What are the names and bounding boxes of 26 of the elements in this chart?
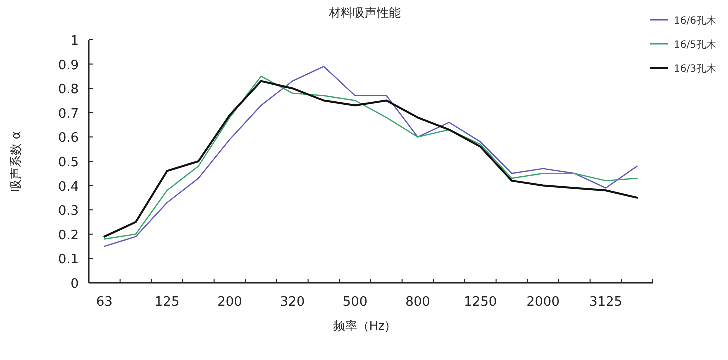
ytick: 1: [70, 34, 79, 49]
x-tick-label: 1250: [464, 295, 498, 310]
ytick: 0.9: [58, 58, 79, 74]
ytick: 0.3: [58, 204, 79, 220]
ytick: 0.4: [58, 180, 79, 195]
chart-title: 材料吸声性能: [328, 6, 401, 20]
x-tick-label: 500: [342, 295, 368, 310]
ytick: 0.6: [58, 131, 79, 146]
ytick: 0.5: [58, 156, 79, 170]
x-tick-label: 200: [218, 295, 242, 310]
x-tick-label: 320: [280, 295, 306, 310]
y-axis-title: 吸声系数 α: [9, 132, 23, 192]
ytick: 0.1: [58, 252, 79, 268]
ytick: 0: [70, 277, 79, 292]
ytick: 0.7: [58, 106, 79, 122]
ytick: 0.8: [58, 82, 79, 98]
x-axis-title: 频率（Hz）: [333, 319, 397, 333]
legend-label: 16/6孔木: [674, 15, 716, 27]
x-tick-label: 3125: [589, 295, 623, 310]
x-tick-label: 63: [96, 295, 113, 310]
x-tick-label: 2000: [526, 295, 560, 310]
legend-label: 16/3孔木: [674, 63, 716, 75]
ytick: 0.2: [58, 228, 79, 244]
x-tick-label: 125: [154, 295, 180, 310]
x-tick-label: 800: [406, 295, 430, 310]
legend-label: 16/5孔木: [674, 39, 716, 51]
